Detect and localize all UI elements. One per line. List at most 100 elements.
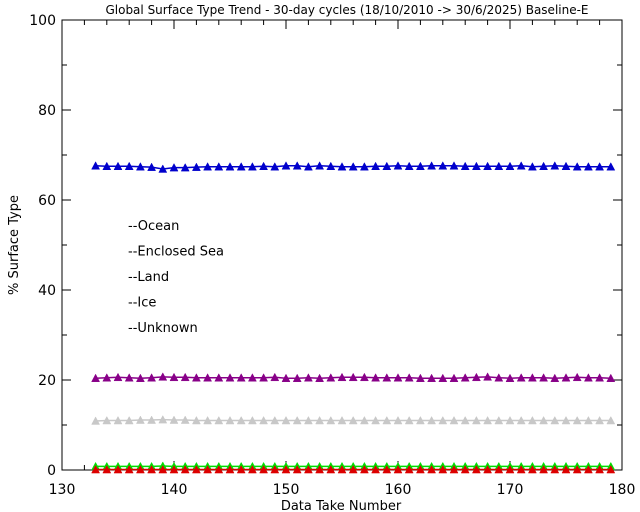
data-point: [415, 373, 425, 382]
data-point: [303, 373, 313, 382]
data-point: [158, 415, 168, 424]
data-point: [326, 373, 336, 382]
data-point: [382, 161, 392, 170]
data-point: [527, 162, 537, 171]
data-point: [415, 465, 425, 474]
x-tick-label: 170: [497, 482, 524, 498]
data-point: [606, 415, 616, 425]
data-point: [281, 465, 291, 474]
data-point: [135, 373, 145, 382]
data-point: [225, 373, 235, 382]
data-point: [102, 373, 112, 382]
data-point: [270, 372, 280, 382]
data-point: [225, 162, 235, 171]
data-point: [527, 373, 537, 382]
data-point: [483, 372, 493, 381]
data-point: [281, 415, 291, 425]
data-point: [516, 465, 526, 474]
data-point: [113, 161, 123, 170]
data-point: [427, 465, 437, 474]
legend-item: --Ice: [128, 296, 156, 311]
data-point: [91, 373, 101, 382]
data-point: [214, 373, 224, 382]
data-point: [214, 162, 224, 171]
data-point: [225, 465, 235, 474]
data-point: [449, 465, 459, 474]
data-point: [561, 465, 571, 474]
data-point: [404, 465, 414, 474]
data-point: [539, 161, 549, 170]
legend-item: --Land: [128, 270, 169, 285]
x-tick-label: 150: [273, 482, 300, 498]
data-point: [337, 415, 347, 425]
data-point: [303, 162, 313, 171]
data-point: [247, 162, 257, 171]
legend-item: --Ocean: [128, 219, 179, 234]
data-point: [595, 415, 605, 425]
x-tick-label: 180: [609, 482, 636, 498]
data-point: [203, 415, 213, 425]
data-point: [393, 373, 403, 382]
data-point: [158, 164, 168, 173]
data-point: [315, 415, 325, 425]
data-point: [91, 161, 101, 170]
data-point: [259, 161, 269, 170]
data-point: [180, 372, 190, 382]
data-point: [583, 465, 593, 474]
data-point: [124, 415, 134, 425]
data-point: [483, 161, 493, 170]
data-point: [539, 415, 549, 425]
data-point: [247, 415, 257, 425]
y-tick-label: 40: [38, 283, 56, 299]
data-point: [292, 415, 302, 425]
data-point: [180, 465, 190, 474]
data-point: [427, 415, 437, 425]
data-point: [393, 415, 403, 425]
data-point: [259, 373, 269, 382]
data-point: [348, 465, 358, 474]
data-point: [494, 415, 504, 425]
data-point: [337, 372, 347, 382]
data-point: [326, 415, 336, 425]
data-point: [438, 373, 448, 382]
legend-item: --Unknown: [128, 321, 198, 336]
series-layer: [91, 161, 616, 474]
data-point: [382, 373, 392, 382]
data-point: [326, 465, 336, 474]
data-point: [494, 465, 504, 474]
data-point: [225, 415, 235, 425]
data-point: [494, 373, 504, 382]
y-tick-label: 100: [29, 13, 56, 29]
data-point: [203, 373, 213, 382]
data-point: [415, 161, 425, 170]
data-point: [203, 162, 213, 171]
y-axis: 0 20 40 60 80 100: [29, 13, 622, 479]
data-point: [113, 465, 123, 474]
x-tick-label: 160: [385, 482, 412, 498]
data-point: [191, 415, 201, 425]
data-point: [460, 373, 470, 382]
data-point: [516, 415, 526, 425]
data-point: [550, 161, 560, 170]
data-point: [572, 162, 582, 171]
data-point: [572, 372, 582, 382]
data-point: [527, 415, 537, 425]
data-point: [91, 465, 101, 474]
data-point: [561, 415, 571, 425]
x-tick-label: 130: [49, 482, 76, 498]
data-point: [281, 373, 291, 382]
data-point: [191, 465, 201, 474]
data-point: [113, 415, 123, 425]
data-point: [427, 161, 437, 170]
data-point: [359, 415, 369, 425]
data-point: [483, 465, 493, 474]
data-point: [359, 465, 369, 474]
data-point: [236, 373, 246, 382]
data-point: [315, 161, 325, 170]
data-point: [247, 373, 257, 382]
data-point: [135, 162, 145, 171]
data-point: [270, 415, 280, 425]
data-point: [348, 415, 358, 425]
data-point: [516, 161, 526, 170]
data-point: [438, 415, 448, 425]
